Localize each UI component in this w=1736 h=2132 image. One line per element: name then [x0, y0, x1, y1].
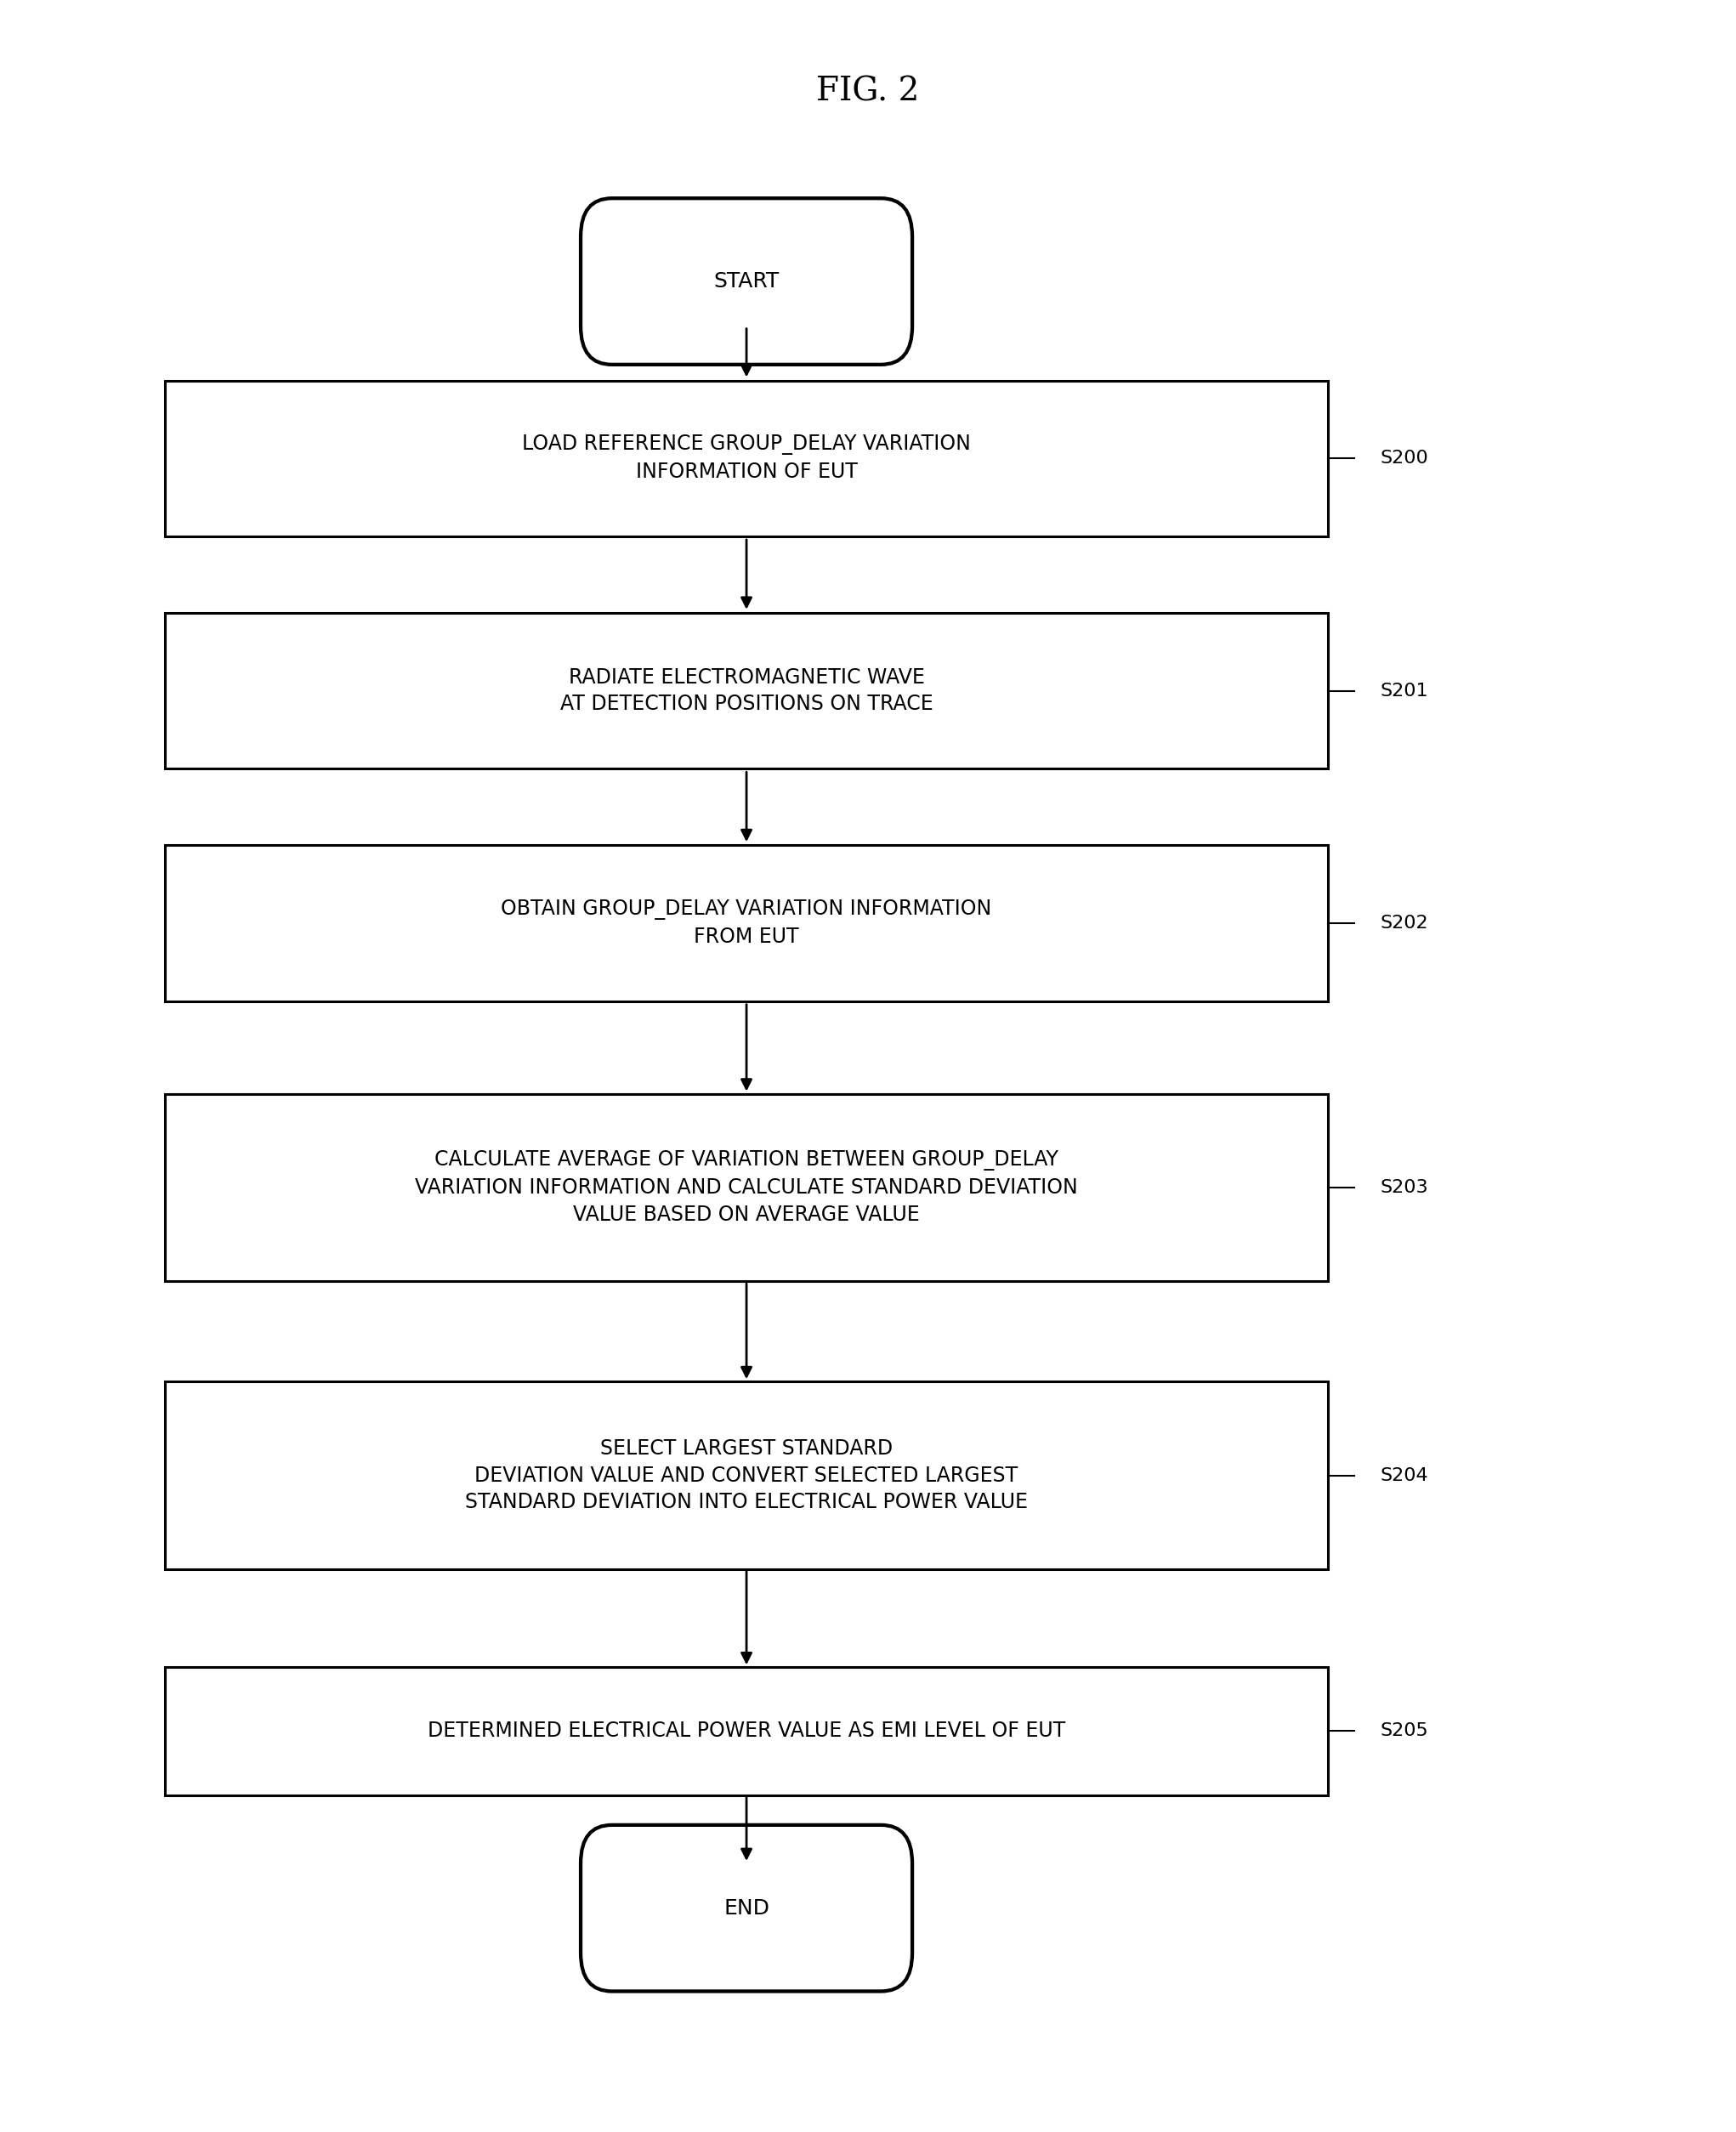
Text: RADIATE ELECTROMAGNETIC WAVE
AT DETECTION POSITIONS ON TRACE: RADIATE ELECTROMAGNETIC WAVE AT DETECTIO… [561, 667, 932, 714]
Text: S205: S205 [1380, 1723, 1429, 1740]
Text: S204: S204 [1380, 1467, 1429, 1484]
FancyBboxPatch shape [580, 198, 913, 365]
Text: START: START [713, 271, 779, 292]
Text: OBTAIN GROUP_DELAY VARIATION INFORMATION
FROM EUT: OBTAIN GROUP_DELAY VARIATION INFORMATION… [502, 900, 991, 947]
FancyBboxPatch shape [580, 1825, 913, 1991]
Bar [165, 1094, 1328, 1281]
Bar [165, 1667, 1328, 1795]
Text: CALCULATE AVERAGE OF VARIATION BETWEEN GROUP_DELAY
VARIATION INFORMATION AND CAL: CALCULATE AVERAGE OF VARIATION BETWEEN G… [415, 1151, 1078, 1224]
Text: END: END [724, 1897, 769, 1919]
Bar [165, 846, 1328, 1002]
Text: LOAD REFERENCE GROUP_DELAY VARIATION
INFORMATION OF EUT: LOAD REFERENCE GROUP_DELAY VARIATION INF… [523, 435, 970, 482]
Text: S200: S200 [1380, 450, 1429, 467]
Text: SELECT LARGEST STANDARD
DEVIATION VALUE AND CONVERT SELECTED LARGEST
STANDARD DE: SELECT LARGEST STANDARD DEVIATION VALUE … [465, 1439, 1028, 1512]
Bar [165, 614, 1328, 768]
Text: S201: S201 [1380, 682, 1429, 699]
Text: DETERMINED ELECTRICAL POWER VALUE AS EMI LEVEL OF EUT: DETERMINED ELECTRICAL POWER VALUE AS EMI… [427, 1721, 1066, 1742]
Text: S202: S202 [1380, 915, 1429, 932]
Text: FIG. 2: FIG. 2 [816, 77, 920, 107]
Bar [165, 1382, 1328, 1569]
Text: S203: S203 [1380, 1179, 1429, 1196]
Bar [165, 379, 1328, 535]
